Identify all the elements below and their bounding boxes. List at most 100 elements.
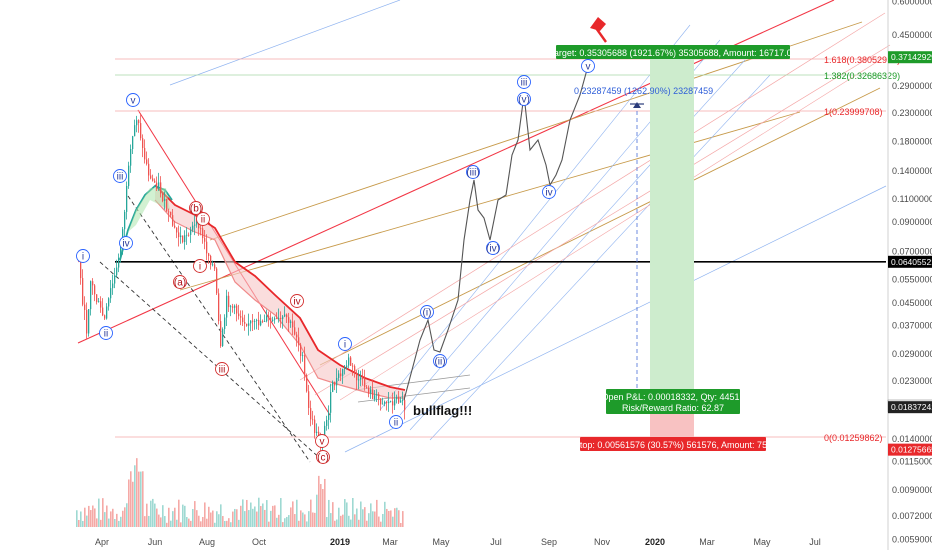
volume-bar	[248, 510, 250, 527]
wave-label-blue: ii	[394, 417, 398, 428]
candle-body	[160, 182, 162, 194]
candle-body	[338, 373, 340, 378]
volume-bar	[374, 511, 376, 527]
candle-body	[208, 253, 210, 256]
volume-bar	[232, 511, 234, 527]
candle-body	[132, 136, 134, 150]
volume-bar	[350, 519, 352, 527]
candle-body	[284, 314, 286, 317]
volume-bar	[86, 515, 88, 527]
candle-body	[264, 321, 266, 322]
candle-body	[220, 321, 222, 347]
volume-bar	[152, 498, 154, 527]
volume-bar	[124, 507, 126, 527]
candle-body	[292, 321, 294, 328]
volume-bar	[166, 522, 168, 527]
candle-body	[342, 369, 344, 377]
wave-label-marker	[99, 326, 113, 340]
ma-green-fill	[128, 188, 170, 232]
open-pnl-box-text: Open P&L: 0.00018332, Qty: 44517	[601, 392, 744, 402]
volume-bar	[356, 508, 358, 527]
volume-bar	[212, 510, 214, 527]
candle-body	[110, 288, 112, 299]
volume-bar	[140, 471, 142, 527]
volume-bar	[250, 502, 252, 527]
volume-bar	[184, 505, 186, 527]
candle-body	[80, 261, 82, 279]
candle-body	[382, 403, 384, 405]
wave-label-red: iv	[293, 296, 300, 307]
candle-body	[274, 318, 276, 320]
volume-bar	[192, 509, 194, 527]
candle-body	[270, 317, 272, 321]
candle-body	[366, 387, 368, 389]
candle-body	[238, 313, 240, 317]
candle-body	[186, 234, 188, 236]
volume-bar	[144, 516, 146, 527]
wave-label-red: (c)	[317, 452, 329, 463]
candle-body	[404, 400, 406, 411]
volume-bar	[348, 515, 350, 527]
candle-body	[210, 255, 212, 265]
candle-body	[192, 225, 194, 230]
candle-body	[336, 377, 338, 386]
wave-label-marker	[193, 259, 207, 273]
x-tick-label: May	[432, 537, 450, 547]
volume-bar	[228, 518, 230, 527]
volume-bar	[324, 478, 326, 527]
volume-bar	[76, 510, 78, 527]
volume-bar	[354, 514, 356, 527]
volume-bar	[188, 518, 190, 527]
wave-label-red: v	[320, 436, 325, 447]
x-tick-label: Oct	[252, 537, 267, 547]
wave-label-blue: i	[82, 251, 84, 262]
candle-body	[218, 293, 220, 322]
wave-labels: viiiiviiiiii(i)(ii)(iii)(iv)(v)iiiivv(b)…	[76, 59, 595, 464]
candle-body	[354, 366, 356, 373]
volume-bar	[378, 516, 380, 527]
candle-body	[300, 344, 302, 356]
volume-bar	[186, 517, 188, 527]
volume-bar	[342, 514, 344, 527]
wave-label-blue: v	[586, 61, 591, 72]
channel-line	[429, 74, 771, 441]
candle-body	[330, 392, 332, 413]
volume-bar	[84, 507, 86, 527]
wave-label-blue: iii	[521, 77, 528, 88]
channel-line	[319, 87, 881, 366]
candle-body	[308, 391, 310, 408]
candle-body	[146, 159, 148, 164]
volume-bar	[122, 510, 124, 527]
candle-body	[172, 215, 174, 226]
candle-body	[262, 321, 264, 322]
profit-zone	[650, 59, 694, 389]
candle-body	[202, 228, 204, 239]
y-tick-label: 0.05500000	[892, 275, 932, 285]
candle-body	[402, 400, 404, 401]
volume-bar	[170, 520, 172, 527]
bullflag-annotation: bullflag!!!	[413, 403, 472, 418]
volume-bar	[270, 510, 272, 527]
volume-bar	[304, 514, 306, 527]
volume-bar	[334, 520, 336, 527]
candle-body	[120, 246, 122, 258]
volume-bar	[296, 499, 298, 527]
price-tag	[888, 51, 932, 64]
target-box	[556, 45, 790, 59]
volume-bar	[276, 517, 278, 527]
candle-body	[378, 393, 380, 399]
wave-label-blue: (i)	[423, 307, 432, 318]
volume-bar	[352, 497, 354, 527]
open-pnl-box	[606, 389, 740, 414]
volume-bar	[362, 509, 364, 527]
candle-body	[136, 120, 138, 126]
x-tick-label: Sep	[541, 537, 557, 547]
candle-body	[352, 365, 354, 367]
volume-bar	[106, 505, 108, 527]
volume-bar	[360, 501, 362, 527]
volume-bar	[126, 503, 128, 527]
candle-body	[376, 393, 378, 396]
volume-bar	[206, 518, 208, 527]
candle-body	[114, 275, 116, 284]
